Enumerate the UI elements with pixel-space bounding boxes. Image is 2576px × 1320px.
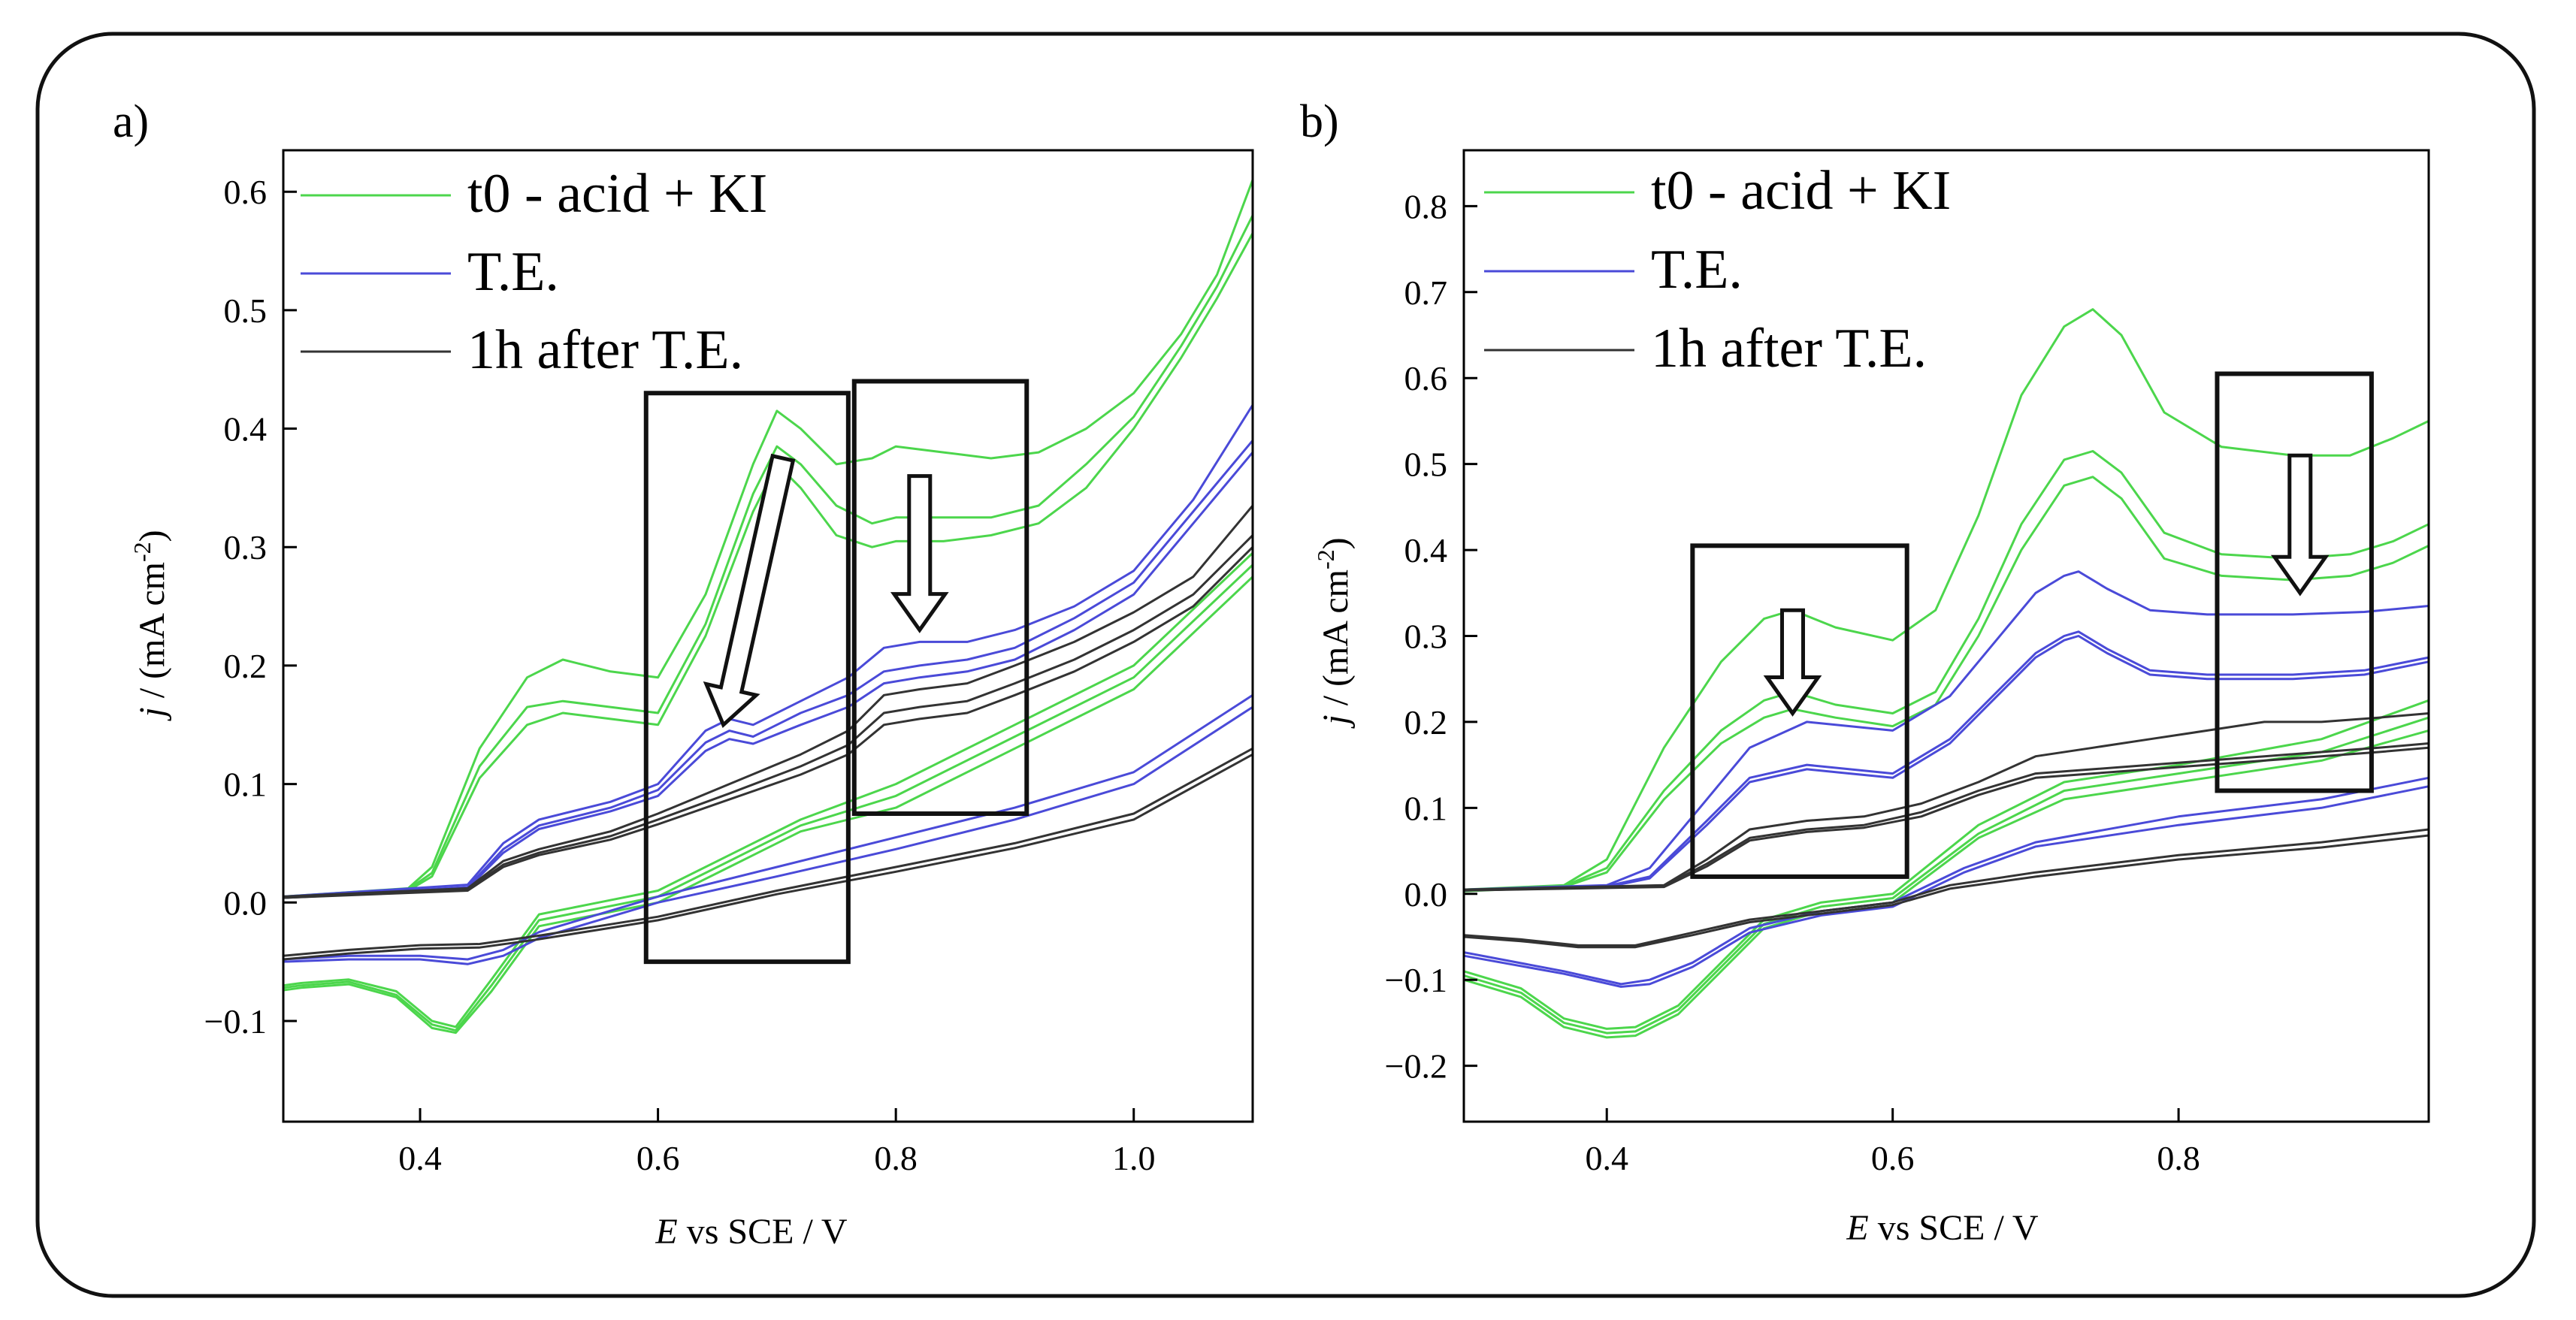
panel-b-ytick-label: 0.7 xyxy=(1404,273,1448,312)
panel-b-series-line-13 xyxy=(1463,746,2429,892)
panel-b-series-line-11 xyxy=(1463,712,2429,891)
panel-b-series-line-0 xyxy=(1463,308,2429,891)
panel-a-axes-frame xyxy=(282,149,1254,1123)
panel-a-series-line-7 xyxy=(283,439,1254,899)
panel-b-legend-label-0: t0 - acid + KI xyxy=(1651,160,1951,222)
panel-a-series-line-1 xyxy=(283,215,1254,899)
panel-b-series-line-1 xyxy=(1463,450,2429,892)
panel-a-series-line-2 xyxy=(283,232,1254,899)
panel-a-ytick-label: 0.4 xyxy=(224,410,268,449)
panel-a-xlabel: E vs SCE / V xyxy=(655,1212,848,1252)
panel-a-highlight-box-1 xyxy=(851,379,1029,817)
panel-a: a) j / (mA cm-2) E vs SCE / V 0.4 0.6 0.8 1… xyxy=(113,96,1254,1252)
panel-b-arrow-1 xyxy=(2270,453,2330,597)
panel-b-ytick-label: 0.8 xyxy=(1404,187,1448,225)
panel-b-plot: 0.4 0.6 0.8 −0.2 −0.1 0.0 0.1 0.2 0.3 0.4 0.5 0.6 0.… xyxy=(1385,149,2430,1177)
panel-b-series-line-12 xyxy=(1463,742,2429,892)
panel-b-ytick-label: 0.5 xyxy=(1404,446,1448,484)
panel-b-ytick-label: −0.2 xyxy=(1385,1047,1447,1086)
panel-b-ytick-label: 0.6 xyxy=(1404,359,1448,397)
panel-a-legend-label-1: T.E. xyxy=(467,241,559,303)
panel-b-xtick-label: 0.6 xyxy=(1871,1139,1915,1177)
panel-a-ytick-label: 0.5 xyxy=(224,291,268,330)
panel-a-label: a) xyxy=(113,96,149,147)
panel-a-series-line-15 xyxy=(283,753,1253,961)
panel-a-legend-label-2: 1h after T.E. xyxy=(467,319,743,381)
panel-a-xtick-label: 0.6 xyxy=(636,1139,680,1177)
panel-b-series-line-10 xyxy=(1463,785,2429,988)
figure-frame xyxy=(35,32,2536,1298)
panel-a-xtick-label: 0.4 xyxy=(398,1139,442,1177)
panel-a-series-line-14 xyxy=(283,747,1253,957)
panel-b-ytick-label: 0.0 xyxy=(1404,875,1448,914)
svg-text:j / (mA cm-2): j / (mA cm-2) xyxy=(1312,537,1356,729)
panel-a-series-line-3 xyxy=(283,552,1254,1029)
panel-a-highlight-box-0 xyxy=(643,391,851,965)
panel-a-arrow-0 xyxy=(703,453,796,729)
panel-b-highlight-box-0 xyxy=(1690,543,1909,879)
panel-a-ytick-label: 0.3 xyxy=(224,528,268,566)
panel-b-ytick-label: −0.1 xyxy=(1385,961,1447,999)
panel-a-xtick-label: 1.0 xyxy=(1112,1139,1156,1177)
panel-a-ytick-label: −0.1 xyxy=(204,1002,267,1041)
panel-b-series-line-8 xyxy=(1463,635,2429,892)
panel-a-ytick-label: 0.1 xyxy=(224,766,268,804)
panel-b-highlight-box-1 xyxy=(2215,371,2374,793)
panel-b-ylabel: j / (mA cm-2) xyxy=(1312,537,1356,729)
panel-b-series-line-15 xyxy=(1463,834,2429,949)
panel-a-ytick-label: 0.0 xyxy=(224,884,268,922)
panel-b-legend-label-1: T.E. xyxy=(1651,239,1743,301)
panel-a-series-line-4 xyxy=(283,563,1254,1032)
panel-a-series-line-8 xyxy=(283,452,1254,899)
panel-b-ytick-label: 0.4 xyxy=(1404,531,1448,569)
panel-b-label: b) xyxy=(1300,96,1339,147)
panel-b-series-line-14 xyxy=(1463,828,2429,947)
panel-b: b) j / (mA cm-2) E vs SCE / V 0.4 0.6 0.8 −… xyxy=(1300,96,2430,1248)
panel-a-series-line-5 xyxy=(283,575,1254,1035)
panel-a-series-line-10 xyxy=(283,705,1253,965)
panel-a-ytick-label: 0.2 xyxy=(224,647,268,685)
panel-a-arrow-1 xyxy=(890,474,949,633)
panel-a-xtick-label: 0.8 xyxy=(874,1139,918,1177)
panel-b-legend-label-2: 1h after T.E. xyxy=(1651,318,1927,379)
panel-b-ytick-label: 0.2 xyxy=(1404,703,1448,742)
panel-a-plot: 0.4 0.6 0.8 1.0 −0.1 0.0 0.1 0.2 0.3 0.4 0.5 0.6 t0 … xyxy=(204,149,1254,1177)
panel-a-series-line-0 xyxy=(283,179,1254,898)
panel-b-arrow-0 xyxy=(1763,608,1822,717)
panel-b-series-line-2 xyxy=(1463,476,2429,893)
panel-b-ytick-label: 0.3 xyxy=(1404,618,1448,656)
panel-b-xtick-label: 0.8 xyxy=(2157,1139,2200,1177)
panel-a-series-line-6 xyxy=(283,404,1254,898)
panel-a-series-line-9 xyxy=(283,694,1253,961)
panel-b-ytick-label: 0.1 xyxy=(1404,789,1448,827)
panel-b-xtick-label: 0.4 xyxy=(1585,1139,1628,1177)
panel-a-legend-label-0: t0 - acid + KI xyxy=(467,163,767,225)
panel-b-xlabel: E vs SCE / V xyxy=(1846,1208,2039,1248)
panel-a-ytick-label: 0.6 xyxy=(224,173,268,211)
panel-b-series-line-6 xyxy=(1463,570,2429,891)
panel-b-series-line-7 xyxy=(1463,630,2429,892)
